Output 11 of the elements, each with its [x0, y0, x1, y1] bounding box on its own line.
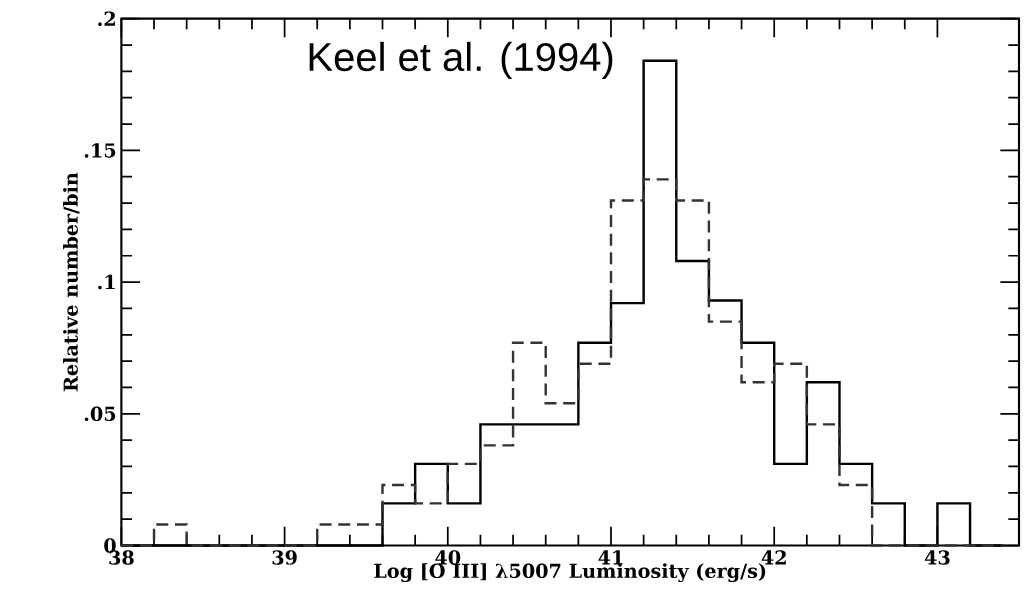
annotation: Keel et al. (1994) [309, 41, 613, 80]
y-tick-label: .1 [98, 274, 115, 290]
x-tick-label: 43 [924, 550, 950, 565]
y-tick-label: .15 [84, 143, 116, 158]
x-tick-label: 40 [435, 550, 461, 565]
x-tick-label: 41 [598, 550, 623, 565]
y-axis-title: Relative number/bin [63, 172, 80, 392]
x-tick-label: 39 [272, 550, 297, 565]
y-tick-label: .2 [98, 11, 115, 26]
y-tick-label: .05 [84, 406, 116, 421]
x-tick-label: 42 [761, 550, 786, 565]
